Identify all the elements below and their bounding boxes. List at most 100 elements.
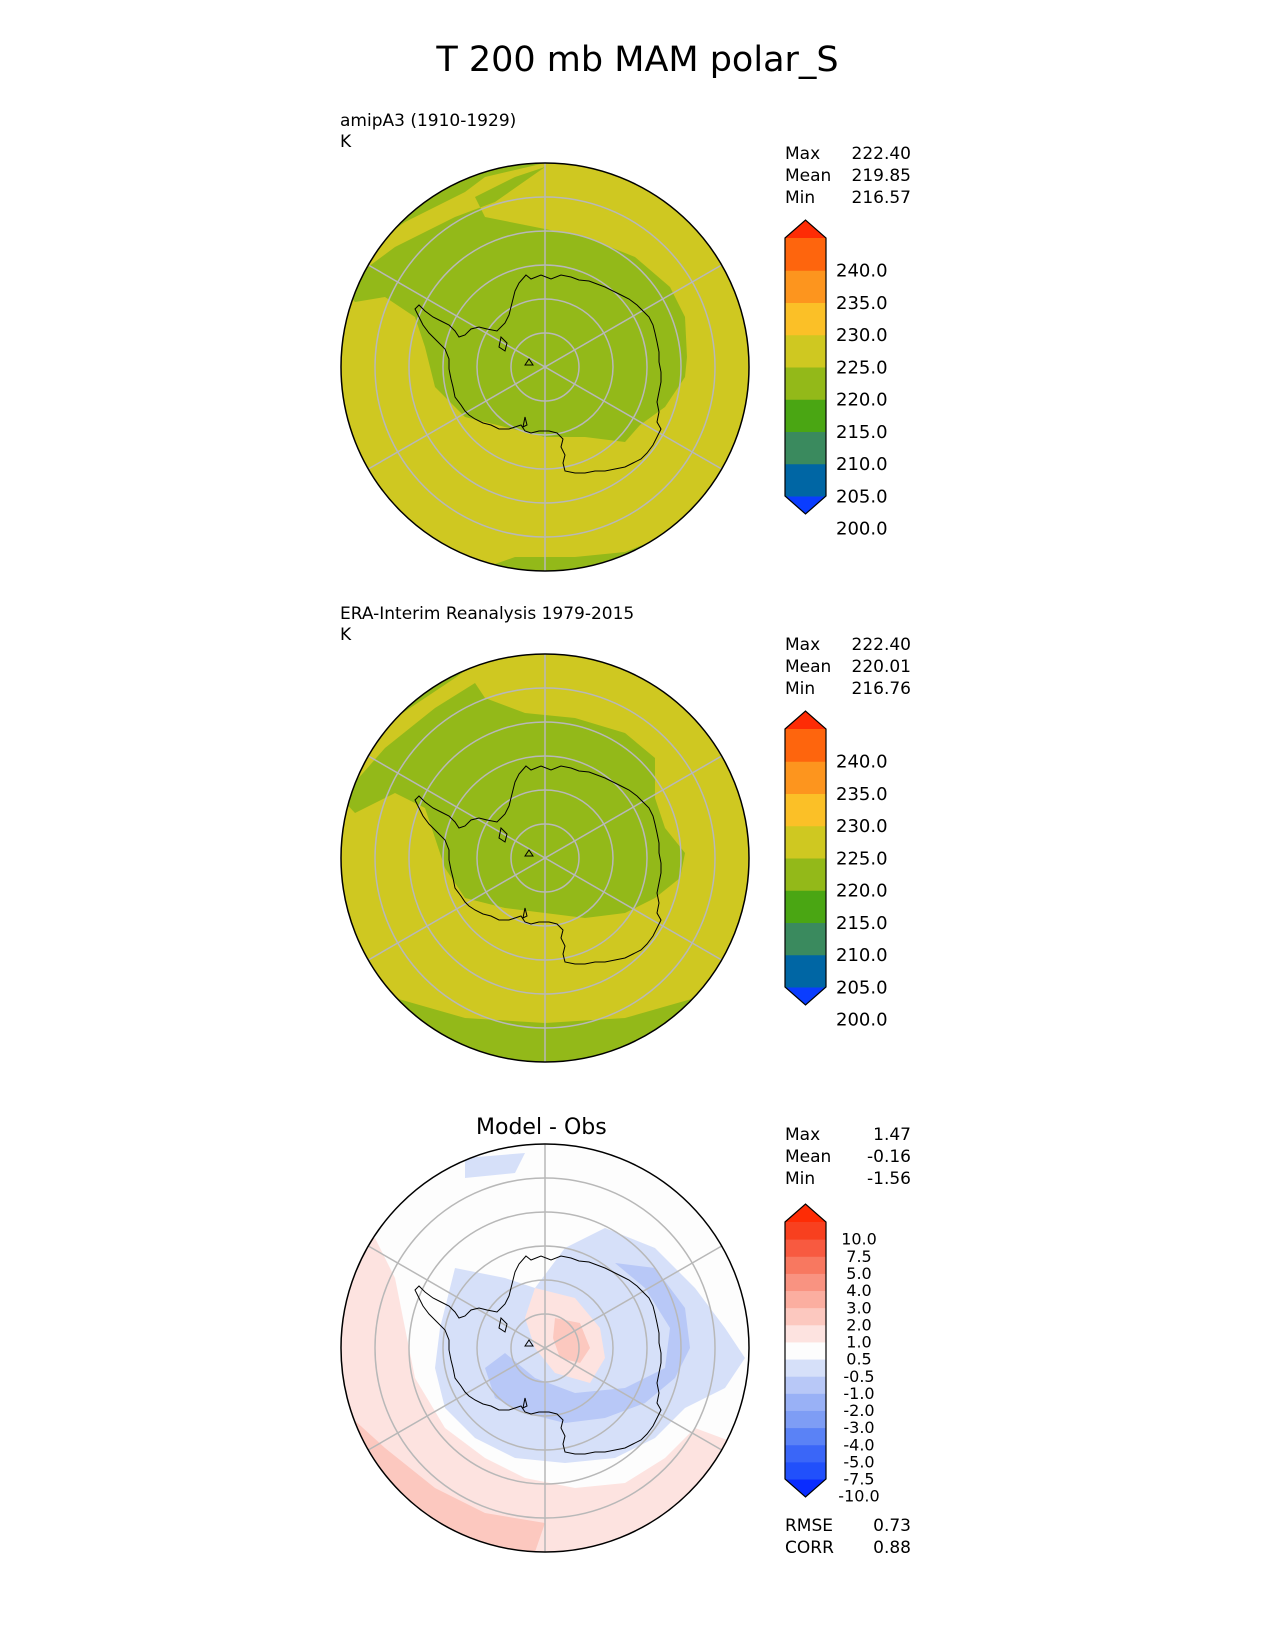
colorbar-tick-label: -7.5 [843,1470,874,1489]
stat-value: 222.40 [851,144,911,164]
colorbar-tick-label: 3.0 [846,1298,871,1317]
colorbar-tick-label: 210.0 [836,454,888,475]
colorbar-tick-label: 200.0 [836,519,888,540]
colorbar-tick-label: 205.0 [836,977,888,998]
colorbar-tick-label: 220.0 [836,881,888,902]
colorbar-tick-label: 210.0 [836,945,888,966]
colorbar-segment [785,1427,826,1446]
colorbar-tick-label: 240.0 [836,752,888,773]
stat-value: 216.76 [851,679,911,699]
stat-value: 1.47 [873,1125,911,1145]
colorbar-segment [785,1324,826,1343]
colorbar-tick-label: 230.0 [836,325,888,346]
panel-1-label: amipA3 (1910-1929) [340,111,517,131]
colorbar-tick-label: 230.0 [836,816,888,837]
colorbar-extend-max [785,711,826,729]
colorbar-segment [785,1273,826,1292]
colorbar-segment [785,431,826,465]
colorbar-model: 240.0 235.0 230.0 225.0 220.0 215.0 210.0 205.0… [784,219,888,540]
map-border [340,162,750,572]
colorbar-tick-label: -4.0 [843,1435,874,1454]
colorbar-segment [785,367,826,400]
stat-name: Max [785,1125,821,1145]
colorbar-segment [785,793,826,827]
figure-title: T 200 mb MAM polar_S [436,40,839,80]
colorbar-tick-label: -10.0 [838,1487,879,1506]
colorbar-tick-label: 205.0 [836,486,888,507]
colorbar-tick-label: -1.0 [843,1384,874,1403]
colorbar-tick-label: 215.0 [836,913,888,934]
colorbar-segment [785,238,826,271]
colorbar-segment [785,302,826,336]
map-cool-patch-north [465,1153,525,1178]
colorbar-diff: 10.07.55.04.03.02.01.00.5-0.5-1.0-2.0-3.… [784,1203,880,1506]
panel-3-stats: Max 1.47 Mean -0.16 Min -1.56 [785,1124,911,1190]
colorbar-tick-label: 200.0 [836,1010,888,1031]
metric-name: CORR [785,1538,834,1558]
colorbar-extend-min [785,987,826,1005]
map-green-polar-region [341,683,685,918]
colorbar-segment [785,270,826,303]
colorbar-outline [784,1203,827,1498]
colorbar-segment [785,729,826,762]
colorbar-tick-label: 215.0 [836,422,888,443]
colorbar-tick-label: 235.0 [836,293,888,314]
stat-value: -0.16 [867,1147,911,1167]
colorbar-segment [785,1359,826,1377]
colorbar-tick-label: 1.0 [846,1333,871,1352]
map-green-polar-region [341,167,687,442]
stat-name: Min [785,679,816,699]
metric-value: 0.88 [873,1538,911,1558]
colorbar-tick-label: 225.0 [836,357,888,378]
map-border [340,653,750,1063]
colorbar-segment [785,1444,826,1463]
colorbar-tick-label: -0.5 [843,1367,874,1386]
panel-2-stats: Max 222.40 Mean 220.01 Min 216.76 [785,634,911,700]
diff-metrics: RMSE 0.73 CORR 0.88 [785,1515,911,1559]
colorbar-segment [785,399,826,432]
panel-1-units: K [340,132,352,152]
colorbar-segment [785,463,826,497]
panel-2-units: K [340,625,352,645]
map-diff [340,1143,750,1553]
colorbar-segment [785,1290,826,1309]
colorbar-obs: 240.0 235.0 230.0 225.0 220.0 215.0 210.0 205.0… [784,710,888,1031]
colorbar-tick-label: 7.5 [846,1247,871,1266]
colorbar-extend-min [785,1479,826,1497]
stat-name: Mean [785,166,832,186]
stat-value: 216.57 [851,188,911,208]
panel-2-label: ERA-Interim Reanalysis 1979-2015 [340,604,635,624]
colorbar-tick-label: 0.5 [846,1350,871,1369]
colorbar-segment [785,1239,826,1257]
panel-1-stats: Max 222.40 Mean 219.85 Min 216.57 [785,143,911,209]
stat-value: -1.56 [867,1169,911,1189]
colorbar-segment [785,1410,826,1429]
diff-panel-title: Model - Obs [476,1115,607,1140]
map-warm-rim-band [341,1228,749,1552]
colorbar-segment [785,825,826,859]
colorbar-segment [785,1222,826,1240]
stat-name: Min [785,1169,816,1189]
map-warm-pole-core [553,1318,590,1363]
colorbar-tick-label: 2.0 [846,1315,871,1334]
colorbar-segment [785,1256,826,1274]
map-border [340,1143,750,1553]
colorbar-outline [784,710,827,1006]
colorbar-tick-label: 5.0 [846,1264,871,1283]
colorbar-segment [785,954,826,988]
colorbar-segment [785,1307,826,1326]
colorbar-tick-label: -3.0 [843,1418,874,1437]
colorbar-tick-label: -2.0 [843,1401,874,1420]
stat-name: Max [785,144,821,164]
metric-value: 0.73 [873,1516,911,1536]
colorbar-segment [785,1393,826,1411]
colorbar-extend-max [785,1204,826,1222]
stat-name: Mean [785,1147,832,1167]
colorbar-tick-label: 220.0 [836,390,888,411]
colorbar-segment [785,858,826,891]
colorbar-extend-min [785,496,826,514]
stat-name: Min [785,188,816,208]
colorbar-segment [785,1461,826,1480]
colorbar-tick-label: 235.0 [836,784,888,805]
